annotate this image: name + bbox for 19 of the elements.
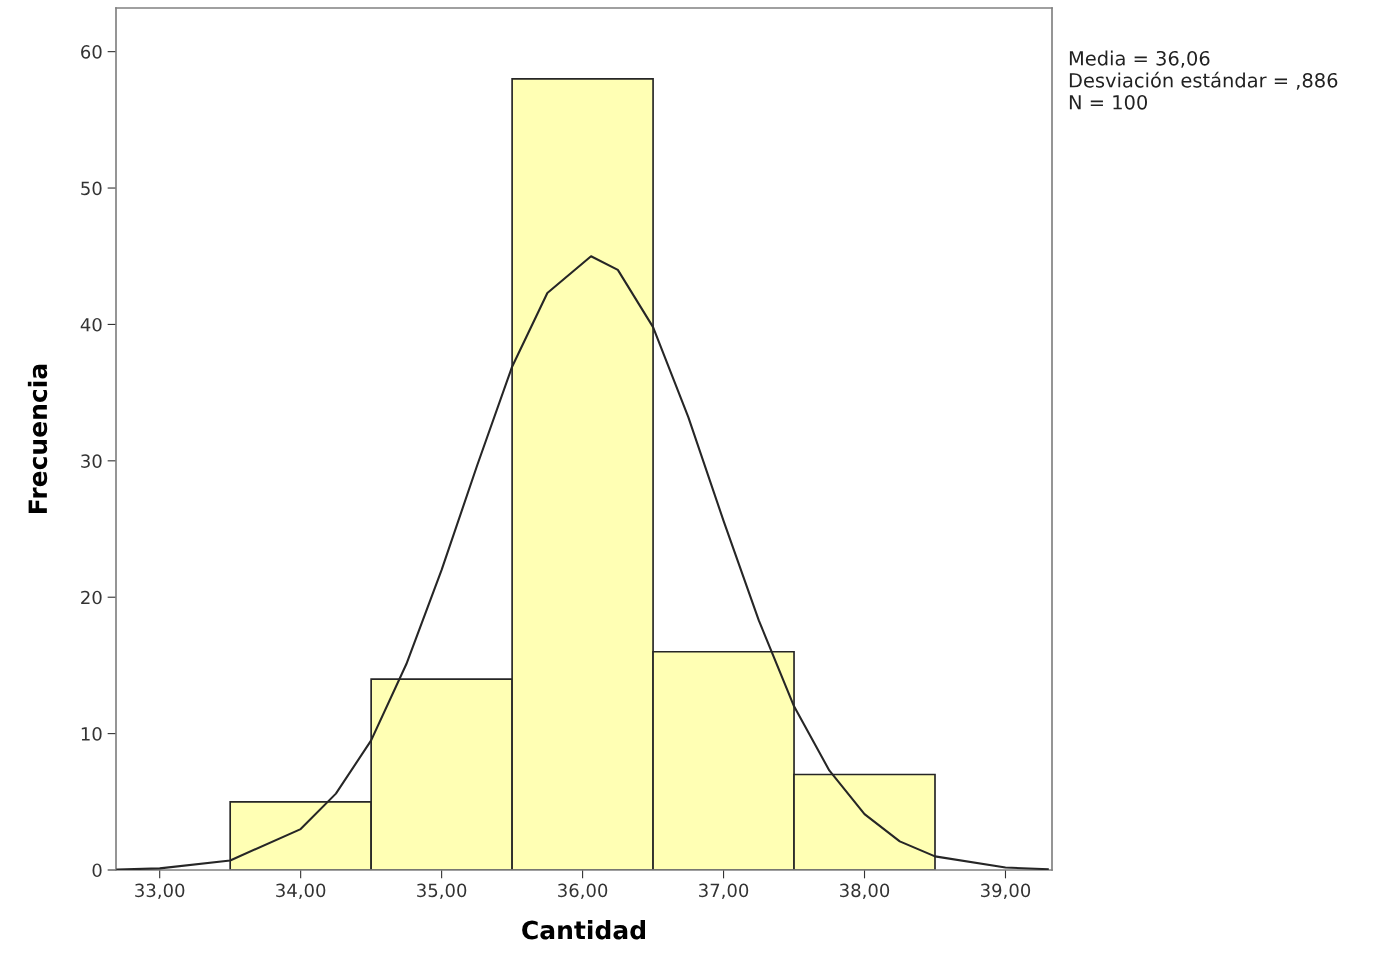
x-tick-label: 38,00 [840,883,890,900]
x-tick-label: 37,00 [699,883,749,900]
text: Media = 36,06 [1069,50,1210,68]
x-tick-label: 36,00 [558,883,608,900]
x-tick-label: 35,00 [417,883,467,900]
x-tick-label: 39,00 [981,883,1031,900]
y-axis-title: Frecuencia [27,364,48,513]
y-tick-label: 40 [80,317,102,332]
y-tick-label: 60 [81,45,102,59]
x-tick-label: 34,00 [276,883,326,900]
text: Desviación estándar = ,886 [1069,71,1338,90]
x-tick-label: 33,00 [135,883,185,900]
y-tick-label: 10 [81,727,102,741]
y-tick-label: 20 [81,590,102,605]
x-axis-title: Cantidad [522,920,645,940]
y-tick-label: 0 [92,863,102,878]
text: N = 100 [1069,94,1148,110]
y-tick-label: 30 [81,454,102,468]
y-tick-label: 50 [81,181,102,196]
